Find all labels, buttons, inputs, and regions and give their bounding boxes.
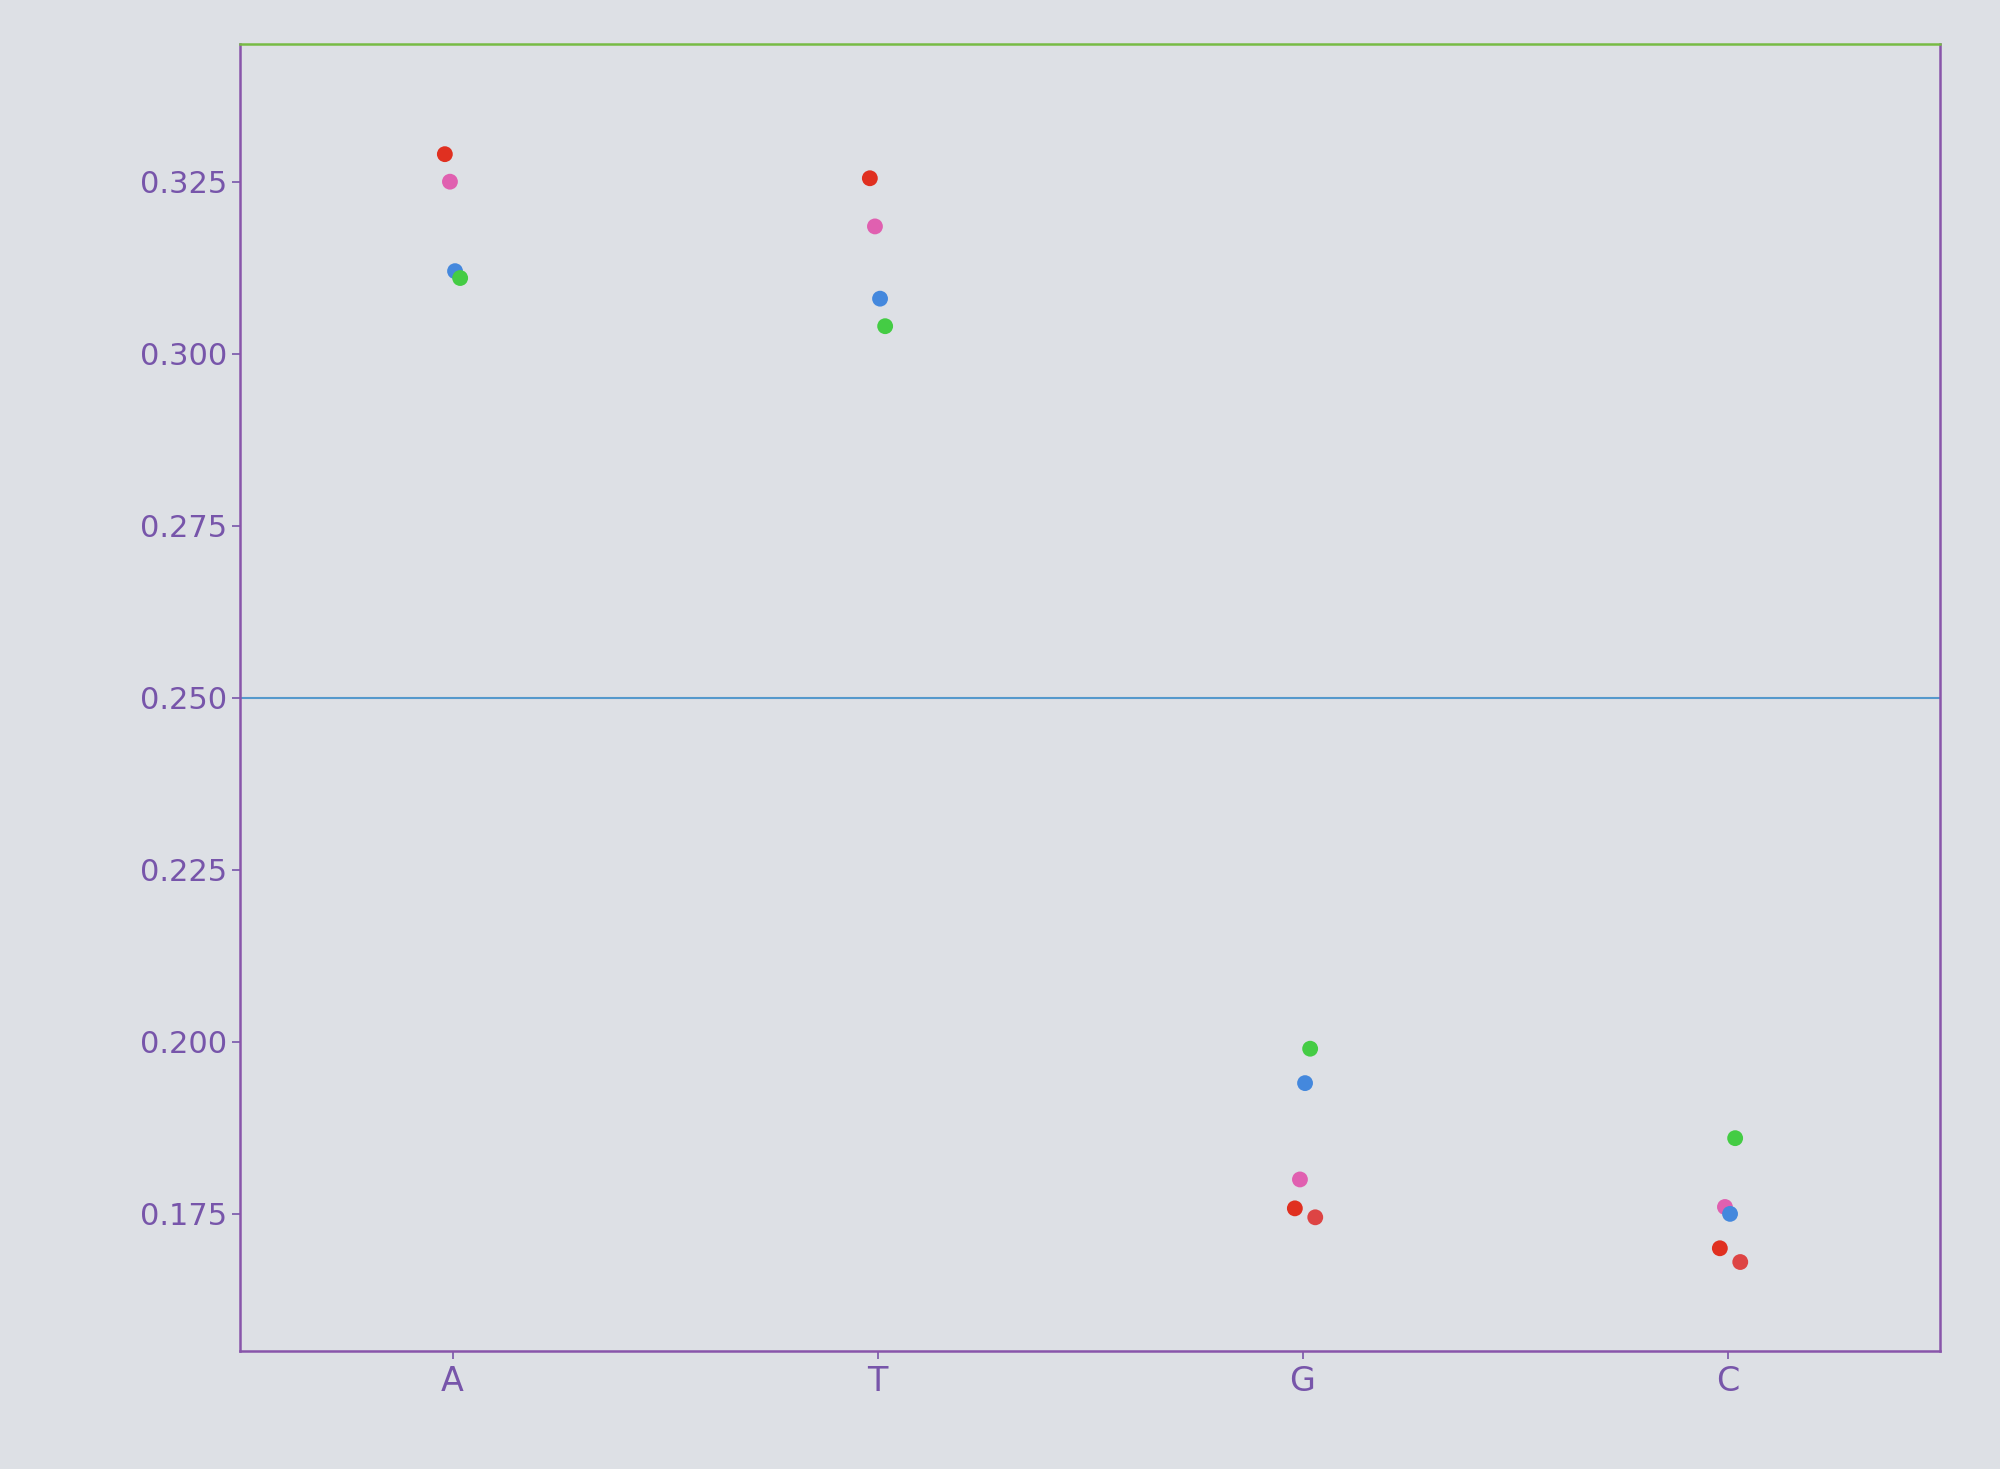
Point — [864, 286, 896, 310]
Point — [858, 214, 890, 238]
Point — [1278, 1197, 1310, 1221]
Point — [1724, 1250, 1756, 1274]
Point — [1714, 1202, 1746, 1225]
Point — [444, 266, 476, 289]
Point — [1294, 1037, 1326, 1061]
Point — [1720, 1127, 1752, 1150]
Point — [440, 260, 472, 284]
Point — [870, 314, 902, 338]
Point — [1300, 1206, 1332, 1230]
Point — [1704, 1237, 1736, 1260]
Point — [1708, 1196, 1740, 1219]
Point — [434, 170, 466, 194]
Point — [428, 142, 460, 166]
Point — [1290, 1071, 1322, 1094]
Point — [854, 166, 886, 190]
Point — [1284, 1168, 1316, 1191]
